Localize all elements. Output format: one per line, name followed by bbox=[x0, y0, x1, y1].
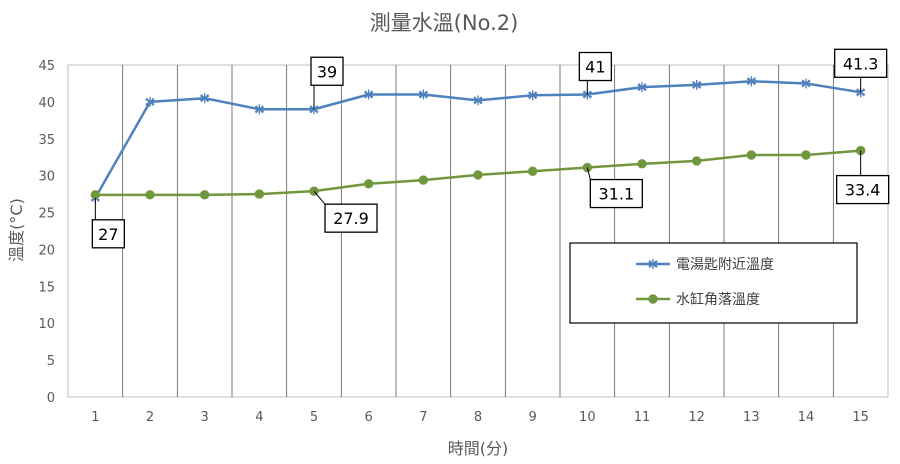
data-point bbox=[648, 294, 658, 304]
data-label: 27 bbox=[98, 225, 118, 244]
data-callouts: 27 39 41 41.3 27.9 31.1 33.4 bbox=[91, 48, 890, 249]
x-tick-label: 12 bbox=[688, 410, 705, 425]
callout-box bbox=[91, 219, 125, 249]
y-tick-label: 15 bbox=[38, 280, 55, 295]
y-tick-label: 25 bbox=[38, 207, 55, 222]
data-point bbox=[746, 76, 756, 87]
data-point bbox=[199, 190, 210, 200]
x-tick-label: 13 bbox=[743, 410, 760, 425]
y-tick-label: 45 bbox=[38, 59, 55, 74]
data-point bbox=[145, 96, 155, 107]
data-point bbox=[200, 93, 210, 104]
data-point bbox=[648, 259, 658, 269]
data-label: 39 bbox=[317, 62, 337, 81]
x-tick-label: 14 bbox=[798, 410, 815, 425]
data-point bbox=[637, 159, 647, 169]
x-tick-label: 6 bbox=[365, 410, 373, 425]
data-point bbox=[473, 170, 483, 180]
y-tick-label: 20 bbox=[38, 243, 55, 258]
data-point bbox=[692, 79, 702, 90]
y-tick-label: 5 bbox=[47, 354, 55, 369]
plot-border bbox=[67, 64, 889, 398]
data-point bbox=[363, 179, 374, 189]
x-tick-label: 2 bbox=[146, 410, 154, 425]
data-point bbox=[801, 78, 811, 89]
callout-box bbox=[834, 48, 888, 78]
legend-label: 電湯匙附近溫度 bbox=[676, 256, 774, 273]
y-tick-label: 35 bbox=[38, 133, 55, 148]
data-point bbox=[145, 190, 155, 200]
x-tick-label: 1 bbox=[91, 410, 99, 425]
x-tick-label: 11 bbox=[634, 410, 651, 425]
callout-box bbox=[310, 56, 344, 86]
y-tick-label: 30 bbox=[38, 170, 55, 185]
data-point bbox=[473, 95, 483, 106]
callout-leader bbox=[586, 167, 591, 180]
data-label: 27.9 bbox=[333, 209, 369, 228]
callout-box bbox=[578, 51, 612, 82]
x-tick-label: 15 bbox=[852, 410, 869, 425]
data-point bbox=[637, 82, 647, 93]
data-point bbox=[528, 90, 538, 101]
y-tick-label: 0 bbox=[47, 391, 55, 406]
data-point bbox=[418, 175, 429, 185]
chart-title: 測量水溫(No.2) bbox=[370, 11, 519, 35]
callout-box bbox=[324, 203, 378, 233]
y-axis-title: 溫度(°C) bbox=[7, 198, 26, 262]
x-axis-title: 時間(分) bbox=[448, 439, 509, 458]
x-tick-label: 7 bbox=[419, 410, 427, 425]
x-tick-label: 3 bbox=[201, 410, 209, 425]
legend-label: 水缸角落溫度 bbox=[676, 291, 760, 308]
x-tick-label: 8 bbox=[474, 410, 482, 425]
data-point bbox=[418, 89, 428, 100]
data-point bbox=[90, 190, 101, 200]
series-1 bbox=[90, 145, 866, 200]
data-label: 41.3 bbox=[843, 54, 879, 73]
callout-box bbox=[836, 174, 890, 205]
data-point bbox=[746, 150, 757, 160]
data-label: 41 bbox=[585, 58, 605, 77]
data-point bbox=[364, 89, 374, 100]
y-tick-label: 40 bbox=[38, 96, 55, 111]
data-label: 33.4 bbox=[845, 181, 881, 200]
legend-box bbox=[569, 242, 858, 324]
y-tick-label: 10 bbox=[38, 317, 55, 332]
data-label: 31.1 bbox=[599, 185, 635, 204]
callout-leader bbox=[313, 190, 326, 205]
callout-box bbox=[589, 178, 643, 209]
data-point bbox=[801, 150, 811, 160]
data-point bbox=[254, 189, 265, 199]
x-tick-label: 9 bbox=[529, 410, 537, 425]
data-point bbox=[254, 104, 264, 115]
data-point bbox=[527, 166, 538, 176]
x-tick-label: 4 bbox=[255, 410, 263, 425]
data-point bbox=[691, 156, 702, 166]
x-tick-label: 5 bbox=[310, 410, 318, 425]
x-tick-label: 10 bbox=[579, 410, 596, 425]
